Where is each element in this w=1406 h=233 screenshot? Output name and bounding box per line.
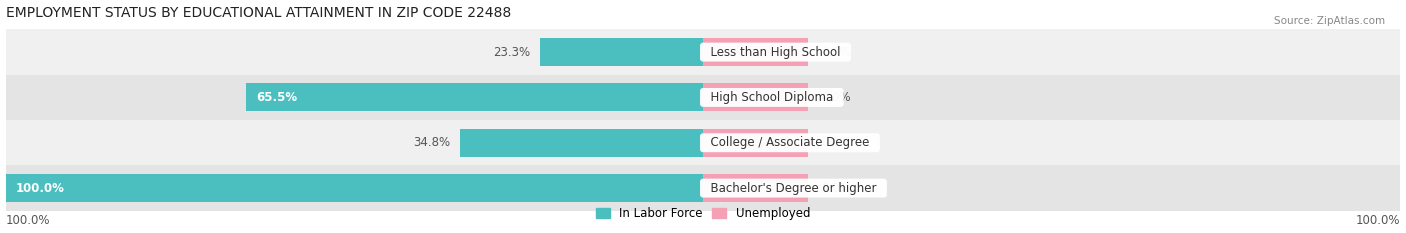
Legend: In Labor Force, Unemployed: In Labor Force, Unemployed	[591, 202, 815, 225]
Text: High School Diploma: High School Diploma	[703, 91, 841, 104]
Text: Less than High School: Less than High School	[703, 46, 848, 58]
Bar	[703, 174, 807, 202]
Bar	[703, 38, 807, 66]
Bar	[703, 83, 807, 111]
Text: 100.0%: 100.0%	[6, 214, 51, 227]
Text: 100.0%: 100.0%	[1355, 214, 1400, 227]
Text: 34.8%: 34.8%	[413, 136, 450, 149]
Text: 100.0%: 100.0%	[15, 182, 65, 195]
Text: College / Associate Degree: College / Associate Degree	[703, 136, 877, 149]
Text: 0.0%: 0.0%	[821, 46, 851, 58]
Bar	[540, 38, 703, 66]
Bar	[703, 129, 807, 157]
Text: 23.3%: 23.3%	[494, 46, 530, 58]
Bar	[6, 29, 1400, 75]
Bar	[6, 75, 1400, 120]
Bar	[6, 120, 1400, 165]
Text: 0.0%: 0.0%	[821, 136, 851, 149]
Bar	[460, 129, 703, 157]
Text: Source: ZipAtlas.com: Source: ZipAtlas.com	[1274, 16, 1385, 26]
Text: 0.0%: 0.0%	[821, 91, 851, 104]
Bar	[6, 165, 1400, 211]
Text: Bachelor's Degree or higher: Bachelor's Degree or higher	[703, 182, 884, 195]
Bar	[6, 174, 703, 202]
Bar	[246, 83, 703, 111]
Text: 0.0%: 0.0%	[821, 182, 851, 195]
Text: 65.5%: 65.5%	[257, 91, 298, 104]
Text: EMPLOYMENT STATUS BY EDUCATIONAL ATTAINMENT IN ZIP CODE 22488: EMPLOYMENT STATUS BY EDUCATIONAL ATTAINM…	[6, 6, 510, 20]
